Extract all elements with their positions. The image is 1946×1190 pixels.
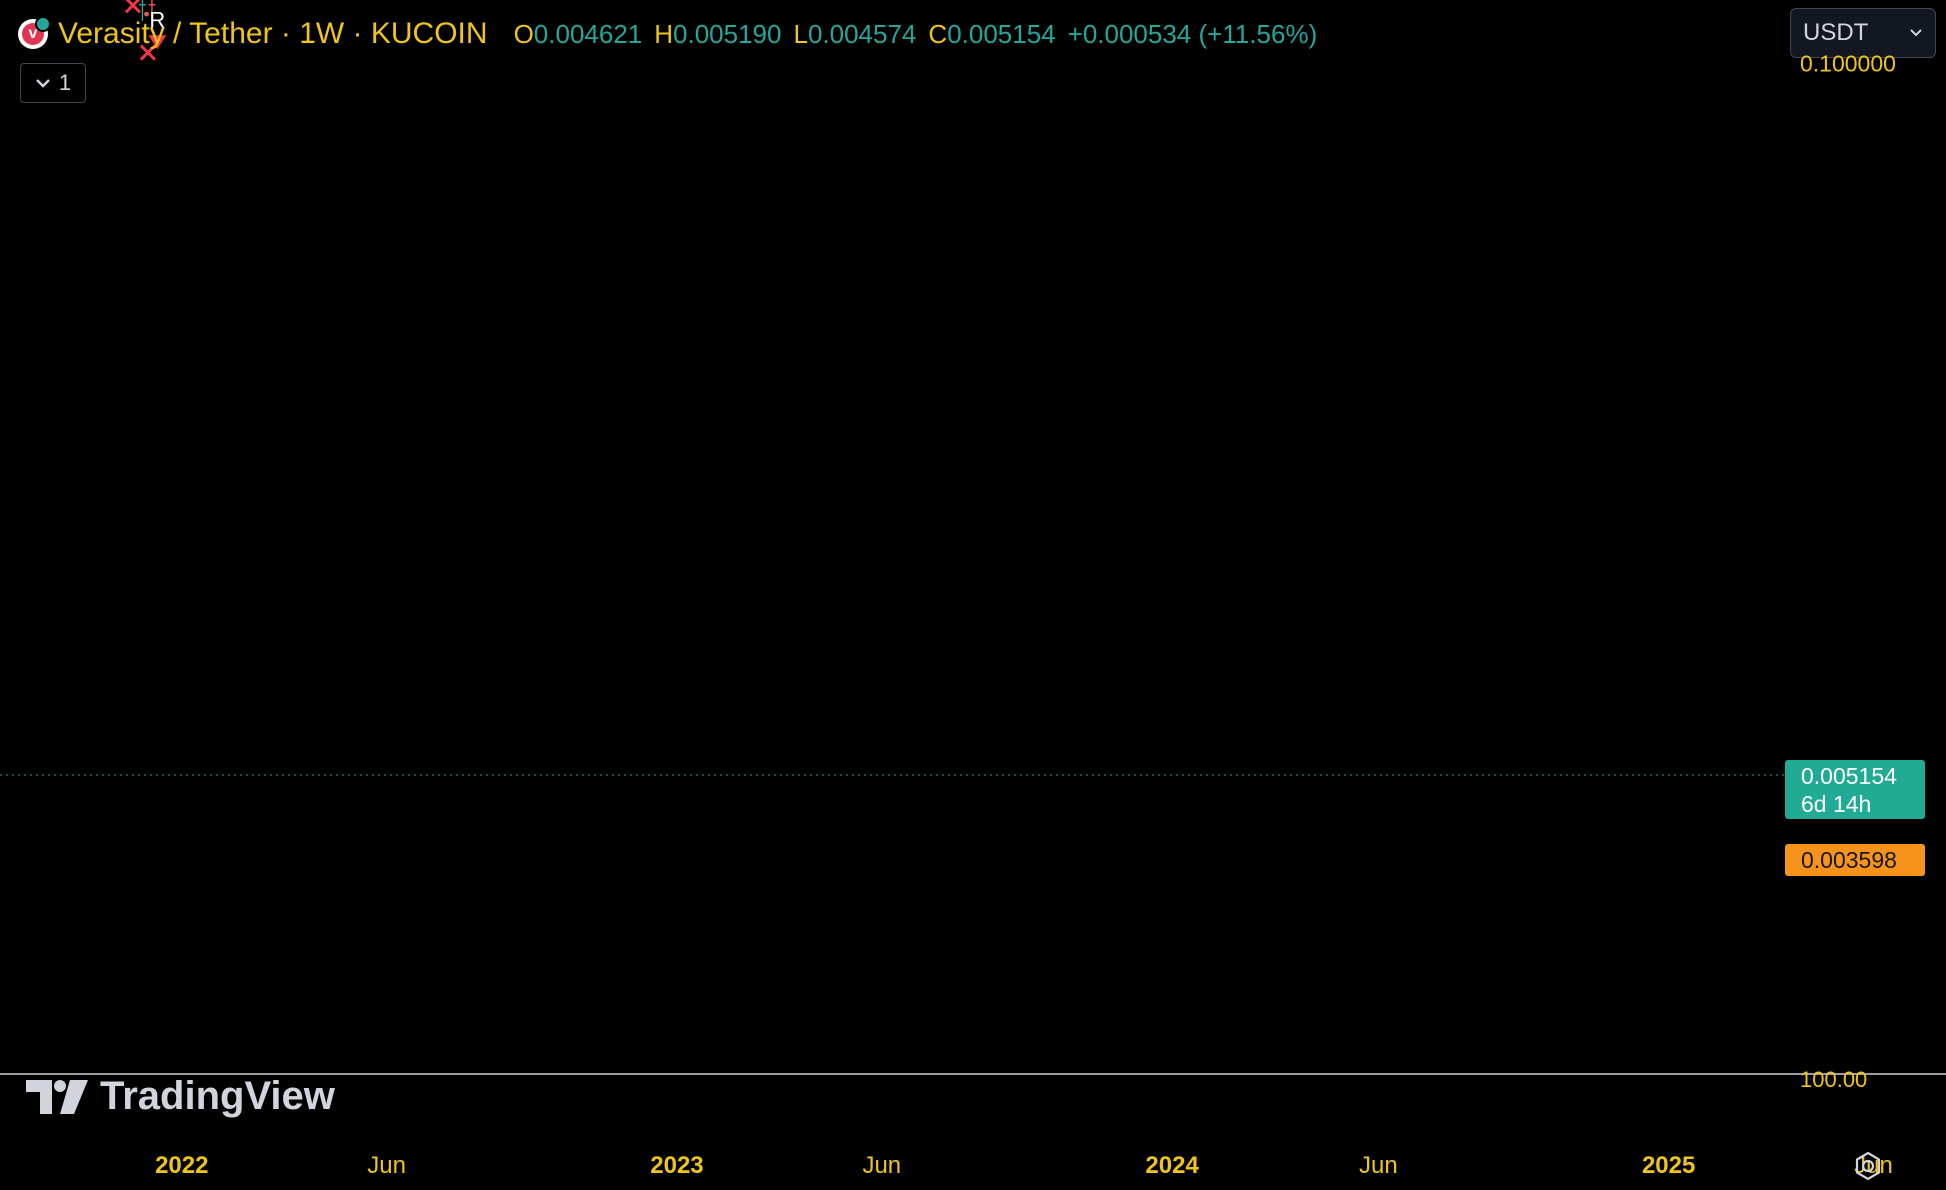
signal-label: R <box>149 7 165 32</box>
close-label: C <box>928 18 948 49</box>
trend-dots <box>144 11 149 17</box>
time-tick-label: Jun <box>367 1152 406 1179</box>
chevron-down-icon <box>36 79 50 88</box>
sell-triangle-icon <box>148 35 167 50</box>
tradingview-wordmark: TradingView <box>100 1074 335 1118</box>
low-value: 0.004574 <box>807 18 917 49</box>
last-price-value: 0.005154 <box>1801 763 1897 789</box>
time-tick-label: 2023 <box>650 1152 704 1179</box>
tradingview-logo[interactable]: TradingView <box>26 1074 335 1119</box>
candle-body <box>148 3 156 6</box>
bar-countdown: 6d 14h <box>1801 791 1872 817</box>
time-tick-label: 2025 <box>1641 1152 1696 1179</box>
chevron-down-icon <box>1910 29 1922 37</box>
candles <box>139 0 156 22</box>
open-label: O <box>513 18 534 49</box>
chart-header: v Verasity / Tether · 1W · KUCOIN O0.004… <box>18 14 1317 54</box>
high-value: 0.005190 <box>673 18 782 49</box>
close-value: 0.005154 <box>947 18 1056 49</box>
axis-label-clipped: 100.00 <box>1800 1067 1868 1087</box>
tradingview-logo-icon <box>26 1079 88 1114</box>
change-value: +0.000534 (+11.56%) <box>1067 18 1318 49</box>
ohlc-legend: O0.004621 H0.005190 L0.004574 C0.005154 … <box>514 19 1318 50</box>
trend-dot <box>144 11 149 17</box>
open-value: 0.004621 <box>533 18 643 49</box>
last-price-tag: 0.005154 6d 14h <box>1785 760 1925 819</box>
time-tick-label: Jun <box>1358 1152 1398 1179</box>
time-tick-label: Jun <box>862 1152 902 1179</box>
time-tick-label: 2022 <box>155 1152 209 1179</box>
cross-marker-icon <box>139 44 156 61</box>
indicator-count: 1 <box>58 70 72 95</box>
high-label: H <box>654 18 674 49</box>
price-tick-label: 0.100000 <box>1800 50 1896 77</box>
cross-marker-icon <box>124 0 142 14</box>
candle-body <box>139 3 146 6</box>
signals: RRRRRRR <box>124 0 167 61</box>
indicator-collapse-button[interactable]: 1 <box>20 63 86 103</box>
symbol-title[interactable]: Verasity / Tether · 1W · KUCOIN <box>58 17 488 50</box>
time-tick-label: 2024 <box>1145 1152 1199 1179</box>
verasity-logo-icon: v <box>18 16 51 49</box>
trail-level-tag: 0.003598 <box>1785 844 1925 876</box>
currency-select[interactable]: USDT <box>1790 8 1936 58</box>
currency-value: USDT <box>1803 19 1869 46</box>
low-label: L <box>793 18 808 49</box>
chart-settings-icon[interactable] <box>1852 1150 1884 1182</box>
